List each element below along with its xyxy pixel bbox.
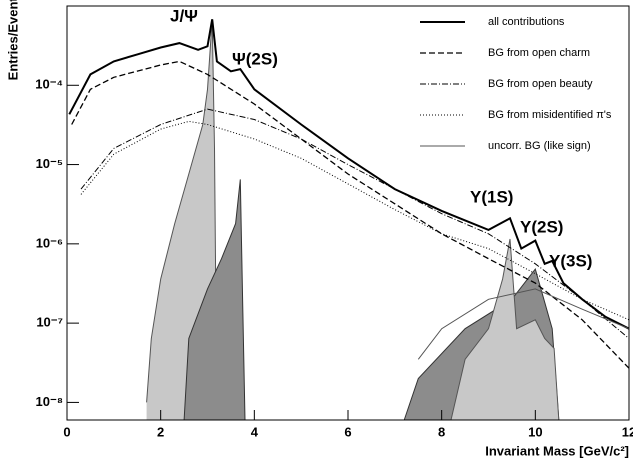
peak-annotation: Ψ(2S): [232, 49, 278, 68]
legend-label: BG from open beauty: [488, 78, 593, 90]
peak-fill: [184, 179, 245, 420]
legend-label: BG from misidentified π's: [488, 109, 612, 121]
x-tick-label: 8: [438, 424, 445, 439]
x-axis-label: Invariant Mass [GeV/c²]: [485, 443, 629, 458]
y-axis-label: Entries/Events: [5, 0, 20, 80]
y-tick-label: 10⁻⁵: [36, 156, 63, 171]
series-line: [68, 19, 630, 330]
legend-label: BG from open charm: [488, 47, 590, 59]
x-tick-label: 6: [344, 424, 351, 439]
peak-annotation: Υ(1S): [470, 187, 513, 206]
x-tick-label: 4: [251, 424, 259, 439]
x-tick-label: 10: [528, 424, 542, 439]
y-tick-label: 10⁻⁴: [35, 77, 63, 92]
peak-annotation: Υ(3S): [549, 251, 592, 270]
y-tick-label: 10⁻⁷: [36, 315, 63, 330]
legend-label: all contributions: [488, 16, 565, 28]
series-line: [80, 108, 630, 339]
series-line: [71, 60, 630, 369]
series-line: [417, 288, 630, 360]
peak-annotation: Υ(2S): [520, 217, 563, 236]
legend-label: uncorr. BG (like sign): [488, 140, 591, 152]
y-tick-label: 10⁻⁶: [36, 235, 63, 250]
series-line: [80, 120, 630, 321]
peak-outline: [450, 238, 560, 421]
x-tick-label: 12: [622, 424, 633, 439]
peak-annotation: J/Ψ: [170, 6, 198, 25]
peak-outline: [146, 19, 218, 421]
peak-outline: [183, 179, 246, 421]
y-tick-label: 10⁻⁸: [36, 394, 63, 409]
x-tick-label: 0: [63, 424, 70, 439]
x-tick-label: 2: [157, 424, 164, 439]
peak-fill: [451, 239, 559, 420]
